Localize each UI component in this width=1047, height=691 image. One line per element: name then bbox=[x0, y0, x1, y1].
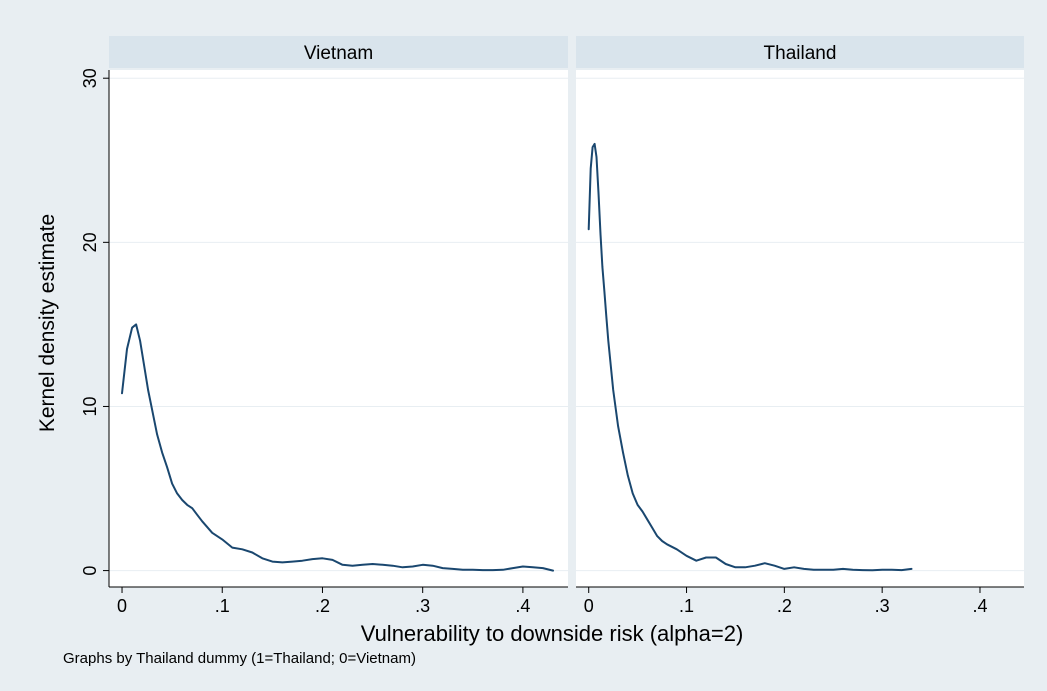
x-tick-label: .1 bbox=[679, 596, 694, 616]
plot-area-vietnam bbox=[109, 70, 568, 587]
y-axis-label: Kernel density estimate bbox=[36, 214, 59, 432]
x-tick-label: .2 bbox=[777, 596, 792, 616]
x-tick-label: .3 bbox=[415, 596, 430, 616]
y-tick-label: 10 bbox=[80, 396, 100, 416]
x-tick-label: .4 bbox=[515, 596, 530, 616]
y-tick-label: 20 bbox=[80, 232, 100, 252]
plot-area-thailand bbox=[576, 70, 1024, 587]
density-line-vietnam bbox=[121, 323, 554, 572]
y-tick-label: 30 bbox=[80, 68, 100, 88]
x-tick-label: 0 bbox=[117, 596, 127, 616]
gridlines bbox=[109, 77, 1024, 572]
y-tick-label: 0 bbox=[80, 566, 100, 576]
panel-title-vietnam: Vietnam bbox=[304, 43, 373, 64]
strip-thailand bbox=[576, 36, 1024, 68]
axes: 0 .1 .2 .3 .4 0 .1 .2 .3 .4 0 10 20 30 bbox=[80, 68, 1024, 616]
panel-thailand: Thailand bbox=[576, 36, 1024, 587]
strip-vietnam bbox=[109, 36, 568, 68]
x-tick-label: .2 bbox=[315, 596, 330, 616]
panel-title-thailand: Thailand bbox=[764, 43, 837, 64]
x-tick-label: 0 bbox=[584, 596, 594, 616]
panel-vietnam: Vietnam bbox=[109, 36, 568, 587]
x-tick-label: .3 bbox=[875, 596, 890, 616]
graph-note: Graphs by Thailand dummy (1=Thailand; 0=… bbox=[63, 650, 416, 667]
x-axis-label: Vulnerability to downside risk (alpha=2) bbox=[361, 621, 744, 646]
density-curves bbox=[121, 142, 913, 572]
x-tick-label: .4 bbox=[972, 596, 987, 616]
x-tick-label: .1 bbox=[215, 596, 230, 616]
density-line-thailand bbox=[587, 142, 913, 572]
